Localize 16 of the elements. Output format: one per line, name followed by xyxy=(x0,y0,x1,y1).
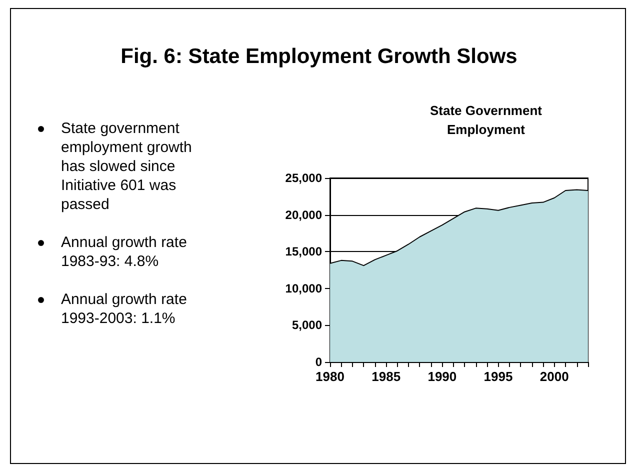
chart-title: Fig. 6: State Employment Growth Slows xyxy=(120,45,518,69)
text: Annual growth rate 1993-2003: 1.1% xyxy=(61,291,187,327)
y-tick-label: 15,000 xyxy=(285,244,322,259)
chart-subtitle: State Government Employment xyxy=(429,102,543,139)
y-tick-label: 20,000 xyxy=(285,208,322,222)
y-tick-label: 25,000 xyxy=(285,171,322,185)
text: Annual growth rate 1983-93: 4.8% xyxy=(61,234,187,270)
x-tick-label: 1995 xyxy=(484,369,513,384)
y-tick-label: 5,000 xyxy=(292,318,322,332)
x-tick-label: 1990 xyxy=(428,369,457,384)
x-tick-label: 1985 xyxy=(372,369,401,384)
x-tick-label: 1980 xyxy=(316,369,344,384)
y-tick-label: 10,000 xyxy=(285,281,322,296)
x-tick-label: 2000 xyxy=(540,369,569,384)
y-tick-label: 0 xyxy=(315,355,322,369)
text: State government employment growth has slowed since Initiative 601 was passed xyxy=(61,120,192,213)
